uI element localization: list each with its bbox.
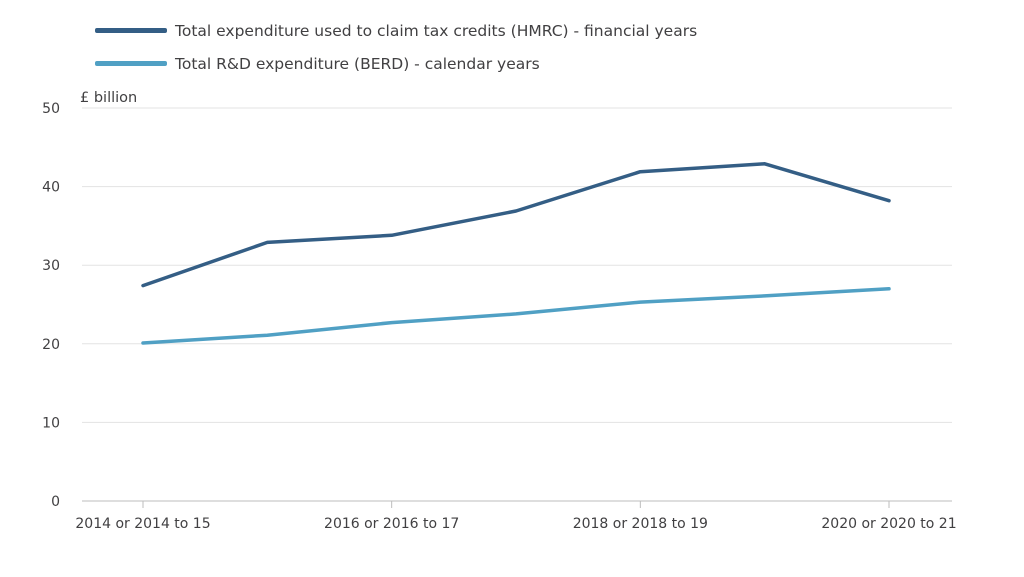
y-tick-label-10: 10 [42, 415, 60, 431]
legend-swatch-hmrc [95, 28, 167, 33]
legend-swatch-berd [95, 61, 167, 66]
legend: Total expenditure used to claim tax cred… [95, 14, 697, 80]
legend-item-berd: Total R&D expenditure (BERD) - calendar … [95, 47, 697, 80]
y-tick-label-40: 40 [42, 180, 60, 196]
y-tick-label-50: 50 [42, 101, 60, 117]
x-tick-label-0: 2014 or 2014 to 15 [75, 516, 210, 532]
y-tick-label-30: 30 [42, 258, 60, 274]
axes: 0 10 20 30 40 50 2014 or 2014 to 15 2016 or 201… [42, 101, 956, 532]
series-line-berd [141, 287, 891, 345]
series-lines [141, 162, 891, 345]
legend-item-hmrc: Total expenditure used to claim tax cred… [95, 14, 697, 47]
x-tick-label-2: 2016 or 2016 to 17 [324, 516, 459, 532]
gridlines [82, 107, 952, 423]
series-line-hmrc [141, 162, 891, 288]
legend-label-hmrc: Total expenditure used to claim tax cred… [175, 21, 698, 40]
x-tick-label-4: 2018 or 2018 to 19 [573, 516, 708, 532]
y-tick-label-0: 0 [51, 494, 60, 510]
legend-label-berd: Total R&D expenditure (BERD) - calendar … [175, 54, 540, 73]
y-tick-label-20: 20 [42, 337, 60, 353]
y-axis-unit-label: £ billion [80, 90, 137, 106]
x-tick-label-6: 2020 or 2020 to 21 [821, 516, 956, 532]
